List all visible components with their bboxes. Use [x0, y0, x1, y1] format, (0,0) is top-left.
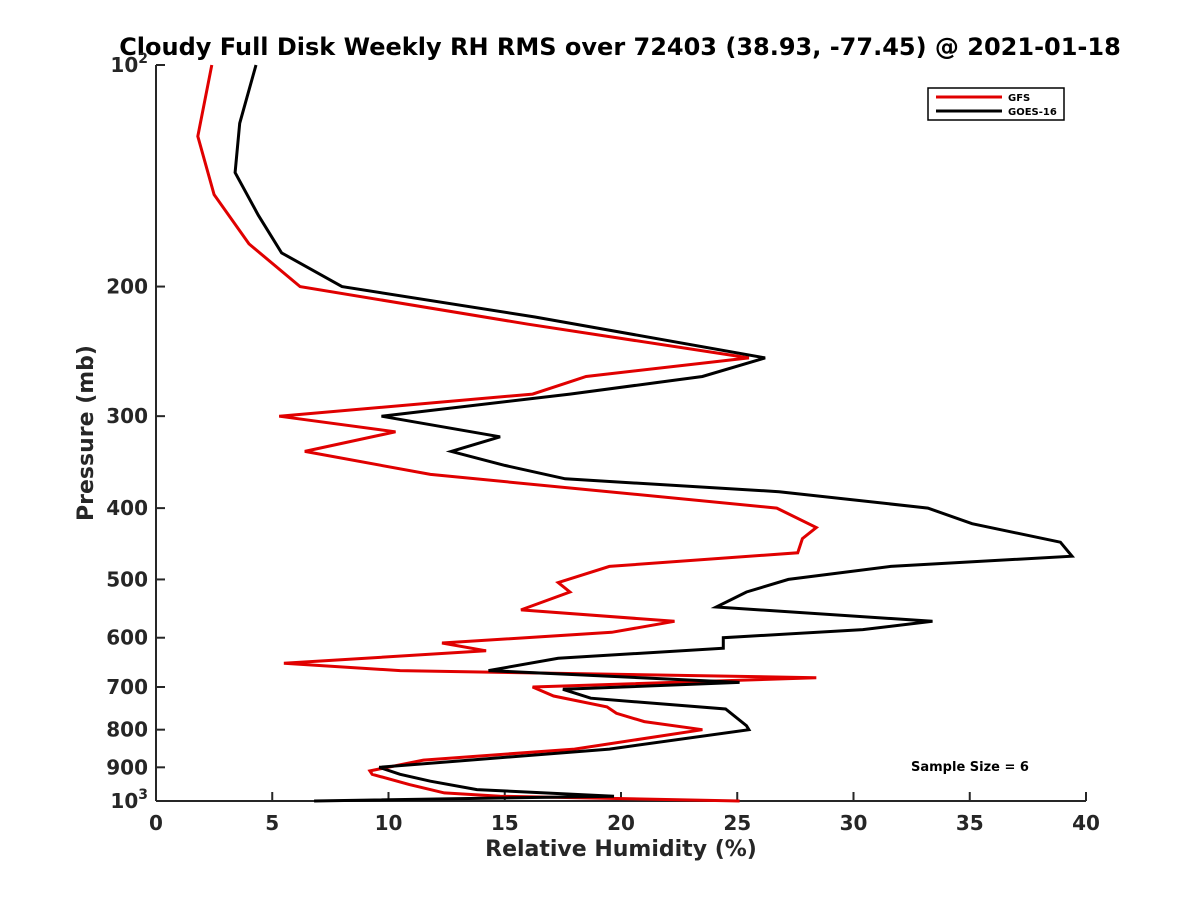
x-tick-label: 30 [840, 811, 868, 835]
sample-size-annotation: Sample Size = 6 [911, 760, 1029, 775]
series-line-goes16 [233, 64, 1076, 803]
x-axis-label: Relative Humidity (%) [485, 837, 757, 862]
y-axis-label: Pressure (mb) [74, 345, 99, 521]
x-tick-label: 25 [723, 811, 751, 835]
x-tick-label: 10 [375, 811, 403, 835]
legend-box [927, 87, 1065, 121]
x-tick-label: 15 [491, 811, 519, 835]
y-tick-label: 500 [106, 567, 148, 591]
y-tick-label: 300 [106, 404, 148, 428]
chart-title: Cloudy Full Disk Weekly RH RMS over 7240… [119, 33, 1121, 61]
y-tick-label: 900 [106, 755, 148, 779]
y-tick-label: 102 [110, 51, 148, 77]
y-tick-label: 800 [106, 718, 148, 742]
y-tick-label: 700 [106, 675, 148, 699]
series-line-gfs [196, 64, 820, 803]
x-axis-ticks: 0 5 10 15 20 25 30 35 40 [149, 792, 1100, 835]
series-lines [196, 64, 1076, 803]
plot-area [155, 65, 1086, 802]
x-tick-label: 40 [1072, 811, 1100, 835]
y-tick-label: 200 [106, 275, 148, 299]
legend: GFS GOES-16 [927, 87, 1065, 121]
x-tick-label: 5 [265, 811, 279, 835]
x-tick-label: 0 [149, 811, 163, 835]
x-tick-label: 35 [956, 811, 984, 835]
y-axis-ticks: 102 200 300 400 500 600 700 800 900 103 [106, 51, 165, 813]
y-tick-label: 600 [106, 626, 148, 650]
legend-label-goes16: GOES-16 [1008, 107, 1057, 118]
x-tick-label: 20 [607, 811, 635, 835]
legend-label-gfs: GFS [1008, 93, 1030, 104]
y-tick-label: 400 [106, 496, 148, 520]
y-tick-label: 103 [110, 787, 148, 813]
